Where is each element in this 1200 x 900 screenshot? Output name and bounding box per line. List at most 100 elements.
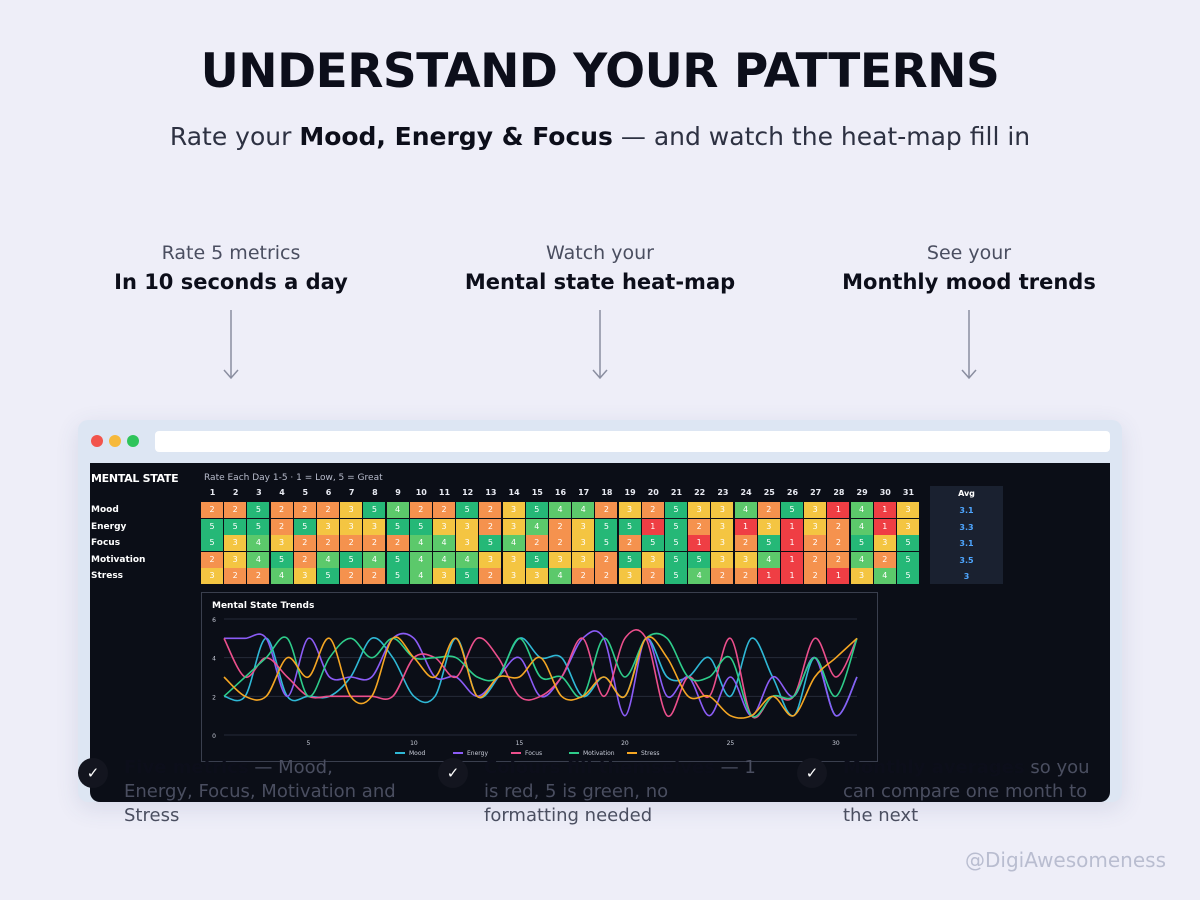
heatmap-cell[interactable]: 5 (456, 502, 479, 518)
heatmap-cell[interactable]: 5 (479, 535, 502, 552)
heatmap-cell[interactable]: 2 (827, 518, 850, 535)
heatmap-cell[interactable]: 1 (873, 518, 896, 535)
heatmap-cell[interactable]: 2 (479, 518, 502, 535)
heatmap-cell[interactable]: 1 (757, 568, 780, 585)
heatmap-cell[interactable]: 5 (618, 518, 641, 535)
heatmap-cell[interactable]: 3 (873, 535, 896, 552)
heatmap-cell[interactable]: 5 (757, 535, 780, 552)
heatmap-cell[interactable]: 4 (525, 518, 548, 535)
heatmap-cell[interactable]: 3 (757, 518, 780, 535)
heatmap-cell[interactable]: 3 (479, 551, 502, 568)
heatmap-cell[interactable]: 3 (502, 568, 525, 585)
heatmap-cell[interactable]: 5 (688, 551, 711, 568)
heatmap-cell[interactable]: 3 (293, 568, 316, 585)
heatmap-cell[interactable]: 1 (781, 518, 803, 535)
heatmap-cell[interactable]: 2 (479, 568, 502, 585)
heatmap-cell[interactable]: 2 (688, 518, 711, 535)
heatmap-cell[interactable]: 4 (409, 535, 432, 552)
heatmap-cell[interactable]: 5 (641, 535, 664, 552)
heatmap-cell[interactable]: 2 (247, 568, 270, 585)
heatmap-cell[interactable]: 2 (224, 502, 247, 518)
heatmap-cell[interactable]: 4 (317, 551, 339, 568)
heatmap-cell[interactable]: 3 (456, 535, 479, 552)
heatmap-cell[interactable]: 4 (688, 568, 711, 585)
heatmap-cell[interactable]: 3 (711, 502, 734, 518)
heatmap-cell[interactable]: 5 (897, 568, 919, 585)
heatmap-cell[interactable]: 1 (873, 502, 896, 518)
heatmap-cell[interactable]: 3 (618, 502, 641, 518)
heatmap-cell[interactable]: 4 (247, 535, 270, 552)
heatmap-cell[interactable]: 4 (850, 502, 873, 518)
heatmap-cell[interactable]: 2 (363, 535, 386, 552)
address-bar[interactable] (155, 431, 1110, 452)
heatmap-cell[interactable]: 5 (665, 518, 687, 535)
heatmap-cell[interactable]: 5 (595, 518, 618, 535)
heatmap-cell[interactable]: 2 (641, 568, 664, 585)
heatmap-cell[interactable]: 1 (641, 518, 664, 535)
heatmap-cell[interactable]: 3 (502, 502, 525, 518)
heatmap-cell[interactable]: 2 (317, 502, 339, 518)
heatmap-cell[interactable]: 2 (433, 502, 455, 518)
heatmap-cell[interactable]: 5 (781, 502, 803, 518)
heatmap-cell[interactable]: 2 (711, 568, 734, 585)
heatmap-cell[interactable]: 1 (688, 535, 711, 552)
heatmap-cell[interactable]: 4 (433, 535, 455, 552)
heatmap-cell[interactable]: 1 (781, 551, 803, 568)
heatmap-cell[interactable]: 2 (386, 535, 409, 552)
heatmap-cell[interactable]: 4 (549, 568, 571, 585)
heatmap-cell[interactable]: 1 (827, 502, 850, 518)
heatmap-cell[interactable]: 3 (572, 551, 595, 568)
heatmap-cell[interactable]: 5 (897, 535, 919, 552)
heatmap-cell[interactable]: 4 (873, 568, 896, 585)
heatmap-cell[interactable]: 1 (781, 568, 803, 585)
heatmap-cell[interactable]: 4 (757, 551, 780, 568)
heatmap-cell[interactable]: 1 (734, 518, 757, 535)
heatmap-cell[interactable]: 3 (711, 518, 734, 535)
heatmap-cell[interactable]: 3 (340, 502, 363, 518)
heatmap-cell[interactable]: 5 (317, 568, 339, 585)
heatmap-cell[interactable]: 5 (456, 568, 479, 585)
heatmap-cell[interactable]: 3 (224, 535, 247, 552)
heatmap-cell[interactable]: 3 (340, 518, 363, 535)
heatmap-cell[interactable]: 2 (409, 502, 432, 518)
heatmap-cell[interactable]: 3 (502, 518, 525, 535)
heatmap-cell[interactable]: 2 (641, 502, 664, 518)
heatmap-cell[interactable]: 4 (386, 502, 409, 518)
heatmap-cell[interactable]: 4 (456, 551, 479, 568)
heatmap-cell[interactable]: 3 (433, 568, 455, 585)
heatmap-cell[interactable]: 5 (525, 551, 548, 568)
heatmap-cell[interactable]: 2 (525, 535, 548, 552)
heatmap-cell[interactable]: 5 (525, 502, 548, 518)
heatmap-cell[interactable]: 3 (572, 535, 595, 552)
heatmap-cell[interactable]: 2 (293, 551, 316, 568)
heatmap-cell[interactable]: 3 (572, 518, 595, 535)
heatmap-cell[interactable]: 2 (317, 535, 339, 552)
heatmap-cell[interactable]: 3 (618, 568, 641, 585)
heatmap-cell[interactable]: 5 (665, 502, 687, 518)
heatmap-cell[interactable]: 3 (317, 518, 339, 535)
heatmap-cell[interactable]: 3 (804, 518, 827, 535)
heatmap-cell[interactable]: 5 (618, 551, 641, 568)
heatmap-cell[interactable]: 2 (201, 551, 223, 568)
heatmap-cell[interactable]: 5 (665, 535, 687, 552)
heatmap-cell[interactable]: 3 (897, 502, 919, 518)
close-dot-icon[interactable] (91, 435, 103, 447)
heatmap-cell[interactable]: 3 (804, 502, 827, 518)
heatmap-cell[interactable]: 5 (386, 518, 409, 535)
heatmap-cell[interactable]: 2 (804, 551, 827, 568)
heatmap-cell[interactable]: 3 (897, 518, 919, 535)
heatmap-cell[interactable]: 2 (549, 535, 571, 552)
heatmap-cell[interactable]: 3 (502, 551, 525, 568)
heatmap-cell[interactable]: 2 (549, 518, 571, 535)
heatmap-cell[interactable]: 4 (409, 551, 432, 568)
heatmap-cell[interactable]: 3 (433, 518, 455, 535)
heatmap-cell[interactable]: 5 (386, 551, 409, 568)
heatmap-cell[interactable]: 5 (270, 551, 293, 568)
heatmap-cell[interactable]: 3 (711, 551, 734, 568)
heatmap-cell[interactable]: 2 (827, 551, 850, 568)
heatmap-cell[interactable]: 2 (270, 518, 293, 535)
heatmap-cell[interactable]: 4 (270, 568, 293, 585)
heatmap-cell[interactable]: 5 (293, 518, 316, 535)
heatmap-cell[interactable]: 4 (409, 568, 432, 585)
heatmap-cell[interactable]: 2 (734, 568, 757, 585)
